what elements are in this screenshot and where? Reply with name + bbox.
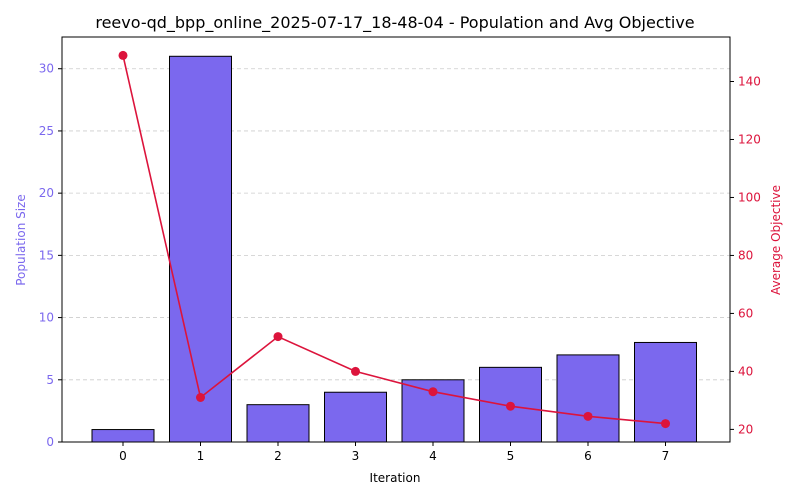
x-tick-label: 5 [507, 449, 515, 463]
y-right-tick-label: 120 [738, 132, 761, 146]
bar [91, 429, 155, 443]
y-left-tick-label: 20 [39, 186, 54, 200]
line-point [661, 419, 670, 429]
grid-lines [62, 68, 730, 381]
x-tick-label: 7 [662, 449, 670, 463]
bar-series [91, 55, 697, 443]
line-point [273, 332, 283, 342]
y-axis-left-label: Population Size [14, 194, 28, 286]
y-left-tick-label: 10 [39, 311, 54, 325]
series-line [122, 55, 666, 425]
y-axis-left: 0 5 10 15 20 25 30 [39, 62, 62, 449]
line-point [196, 392, 205, 402]
y-right-tick-label: 140 [738, 75, 761, 89]
y-axis-right-label: Average Objective [769, 185, 783, 295]
x-tick-label: 1 [197, 449, 205, 463]
line-series [118, 50, 670, 429]
x-axis-label: Iteration [370, 471, 421, 485]
line-point [428, 387, 438, 397]
line-point [351, 366, 360, 376]
y-right-tick-label: 80 [738, 248, 753, 262]
x-tick-label: 2 [274, 449, 282, 463]
x-tick-label: 0 [119, 449, 127, 463]
y-axis-right: 20 40 60 80 100 120 140 [730, 75, 761, 436]
plot-frame [61, 36, 731, 443]
x-tick-label: 3 [352, 449, 360, 463]
y-left-tick-label: 25 [39, 124, 54, 138]
y-right-tick-label: 60 [738, 306, 753, 320]
y-left-tick-label: 30 [39, 62, 54, 76]
y-left-tick-label: 0 [46, 435, 54, 449]
bar [169, 55, 232, 443]
bar [324, 391, 387, 443]
x-axis: 0 1 2 3 4 5 6 7 [119, 442, 669, 463]
chart-title: reevo-qd_bpp_online_2025-07-17_18-48-04 … [95, 13, 694, 33]
y-right-tick-label: 100 [738, 190, 761, 204]
line-point [583, 411, 593, 421]
y-left-tick-label: 5 [46, 373, 54, 387]
y-right-tick-label: 20 [738, 422, 753, 436]
y-left-tick-label: 15 [39, 248, 54, 262]
line-point [506, 401, 515, 411]
x-tick-label: 6 [584, 449, 592, 463]
y-right-tick-label: 40 [738, 364, 753, 378]
x-tick-label: 4 [429, 449, 437, 463]
bar [246, 404, 310, 443]
bar [556, 354, 620, 443]
line-point [118, 50, 128, 60]
